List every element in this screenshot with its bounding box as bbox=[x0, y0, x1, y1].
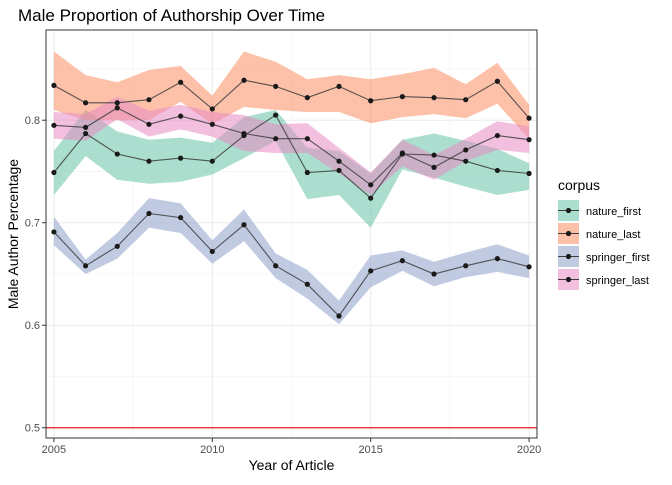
y-axis: 0.5 0.6 0.7 0.8 bbox=[25, 115, 46, 435]
legend-label: springer_last bbox=[586, 275, 649, 287]
data-point bbox=[463, 263, 469, 269]
legend-title: corpus bbox=[558, 177, 600, 193]
y-axis-label: Male Author Percentage bbox=[5, 159, 21, 309]
data-point bbox=[494, 256, 501, 262]
data-point bbox=[114, 243, 120, 249]
confidence-band bbox=[53, 96, 530, 195]
data-point bbox=[114, 151, 120, 157]
series-line bbox=[53, 212, 530, 317]
x-tick-label: 2010 bbox=[200, 444, 224, 456]
data-point bbox=[51, 169, 57, 176]
data-point bbox=[82, 124, 89, 130]
data-point bbox=[241, 222, 247, 228]
data-point bbox=[463, 147, 469, 153]
data-point bbox=[82, 100, 89, 106]
data-point bbox=[82, 263, 89, 269]
data-point bbox=[336, 313, 342, 319]
x-axis: 2005 2010 2015 2020 bbox=[42, 438, 541, 456]
data-point bbox=[304, 136, 310, 142]
data-point bbox=[431, 95, 437, 101]
legend-key-point bbox=[565, 276, 572, 283]
data-point bbox=[146, 97, 152, 103]
data-point bbox=[463, 97, 469, 103]
legend: corpus nature_first nature_last springer_f… bbox=[558, 177, 650, 290]
x-axis-label: Year of Article bbox=[249, 457, 335, 473]
data-point bbox=[209, 121, 215, 127]
data-point bbox=[526, 115, 532, 121]
legend-label: nature_last bbox=[586, 229, 640, 241]
data-point bbox=[463, 158, 469, 164]
data-point bbox=[114, 100, 120, 106]
series-points bbox=[51, 77, 532, 319]
data-point bbox=[304, 281, 310, 287]
legend-key-point bbox=[565, 253, 572, 260]
data-point bbox=[114, 105, 120, 111]
legend-key-point bbox=[565, 207, 572, 214]
data-point bbox=[241, 77, 247, 83]
data-point bbox=[431, 271, 437, 277]
data-point bbox=[399, 150, 405, 156]
x-tick-label: 2005 bbox=[42, 444, 66, 456]
data-point bbox=[494, 78, 501, 84]
data-point bbox=[336, 167, 342, 174]
data-point bbox=[273, 83, 279, 89]
data-point bbox=[368, 182, 374, 188]
data-point bbox=[209, 158, 215, 164]
data-point bbox=[494, 132, 501, 139]
data-point bbox=[178, 113, 184, 119]
data-point bbox=[241, 130, 247, 137]
x-tick-label: 2015 bbox=[358, 444, 382, 456]
data-point bbox=[431, 152, 437, 158]
data-point bbox=[209, 248, 215, 255]
data-point bbox=[146, 121, 152, 127]
data-point bbox=[273, 263, 279, 269]
data-point bbox=[178, 155, 184, 161]
data-point bbox=[399, 258, 405, 264]
data-point bbox=[526, 137, 532, 143]
series-line bbox=[53, 79, 530, 119]
data-point bbox=[399, 94, 405, 100]
y-tick-label: 0.7 bbox=[25, 218, 40, 230]
y-tick-label: 0.8 bbox=[25, 115, 40, 127]
data-point bbox=[526, 170, 532, 177]
data-point bbox=[431, 164, 437, 170]
data-point bbox=[304, 169, 310, 176]
data-point bbox=[273, 136, 279, 142]
data-point bbox=[368, 195, 374, 201]
data-point bbox=[146, 158, 152, 164]
data-point bbox=[209, 106, 215, 112]
data-point bbox=[336, 158, 342, 164]
data-point bbox=[368, 268, 374, 274]
confidence-band bbox=[53, 110, 530, 228]
y-tick-label: 0.6 bbox=[25, 320, 40, 332]
confidence-band bbox=[53, 51, 530, 139]
data-point bbox=[51, 82, 57, 88]
legend-key-point bbox=[565, 230, 572, 237]
confidence-bands bbox=[53, 51, 530, 325]
data-point bbox=[526, 264, 532, 270]
data-point bbox=[51, 229, 57, 235]
y-tick-label: 0.5 bbox=[25, 423, 40, 435]
data-point bbox=[178, 79, 184, 85]
data-point bbox=[146, 210, 152, 217]
series-line bbox=[53, 107, 530, 186]
data-point bbox=[178, 214, 184, 221]
data-point bbox=[51, 122, 57, 128]
confidence-band bbox=[53, 198, 530, 325]
data-point bbox=[273, 112, 279, 118]
chart-title: Male Proportion of Authorship Over Time bbox=[18, 6, 325, 25]
legend-label: springer_first bbox=[586, 252, 650, 264]
data-point bbox=[304, 95, 310, 101]
x-tick-label: 2020 bbox=[517, 444, 541, 456]
data-point bbox=[368, 98, 374, 104]
plot-border bbox=[45, 29, 538, 439]
data-point bbox=[494, 167, 501, 174]
data-point bbox=[336, 83, 342, 89]
series-lines bbox=[53, 79, 530, 317]
legend-label: nature_first bbox=[586, 206, 641, 218]
data-point bbox=[82, 130, 89, 137]
